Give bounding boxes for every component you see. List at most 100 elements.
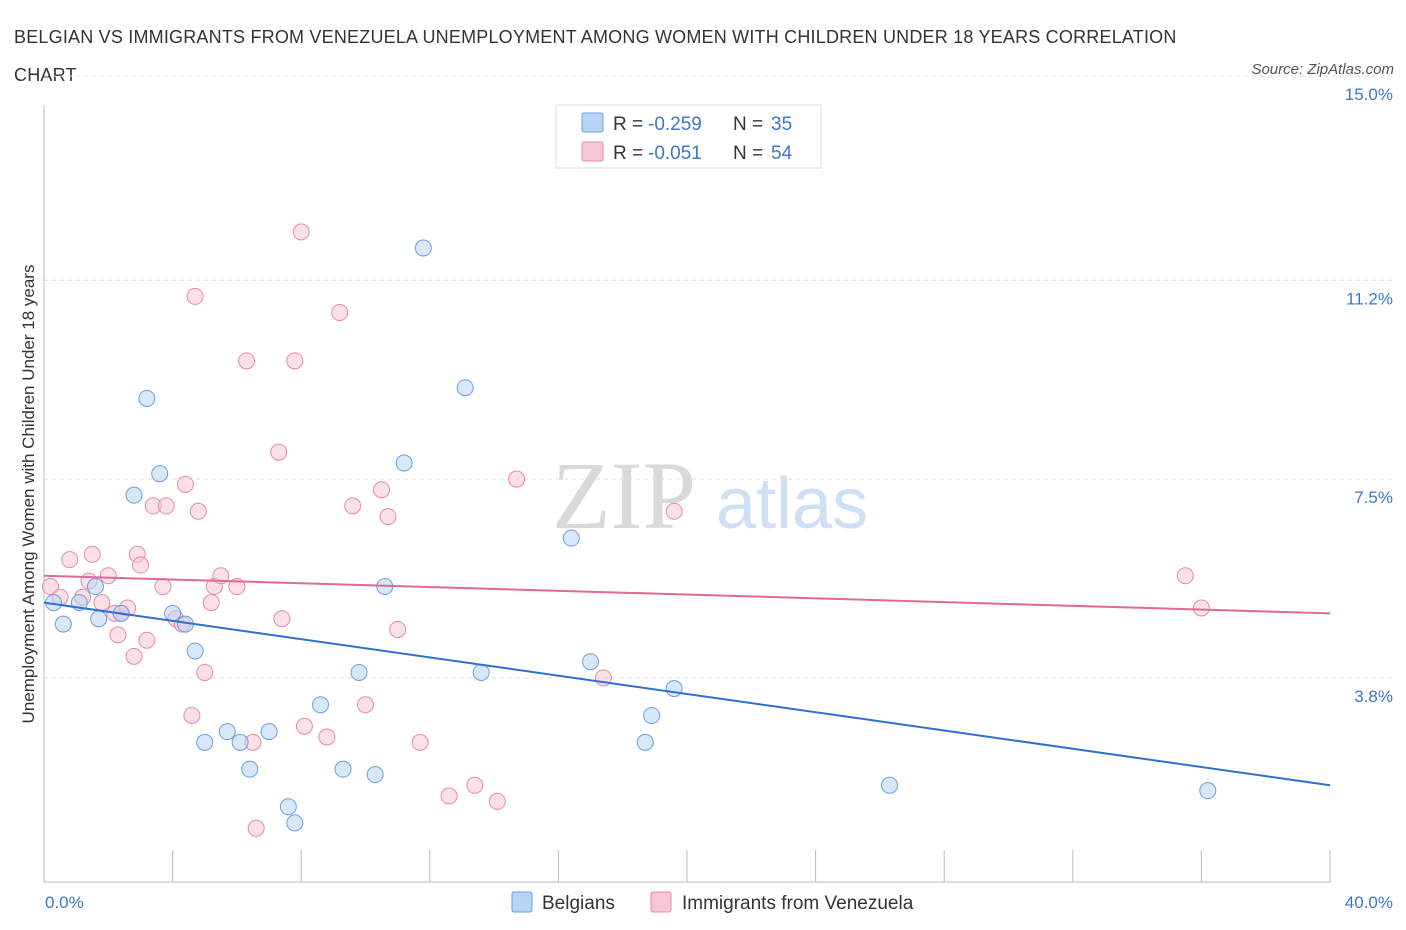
venezuela-point: [157, 497, 175, 515]
venezuela-point: [357, 696, 374, 714]
belgians-point: [456, 379, 474, 397]
venezuela-points: [41, 223, 1210, 837]
y-tick-label: 3.8%: [1354, 687, 1393, 706]
y-tick-label: 11.2%: [1346, 289, 1393, 308]
belgians-bottom-swatch: [511, 891, 533, 913]
gridlines: [44, 75, 1392, 679]
venezuela-point: [238, 352, 256, 370]
y-tick-label: 7.5%: [1354, 488, 1393, 507]
chart-title: BELGIAN VS IMMIGRANTS FROM VENEZUELA UNE…: [14, 27, 1177, 85]
belgians-point: [196, 733, 214, 751]
venezuela-point: [109, 626, 127, 644]
venezuela-point: [373, 481, 391, 499]
venezuela-point: [93, 594, 111, 612]
belgians-point: [231, 733, 249, 751]
venezuela-n-value: 54: [771, 143, 793, 164]
belgians-point: [643, 706, 661, 724]
belgians-r-value: -0.259: [648, 114, 702, 135]
belgians-point: [260, 723, 278, 741]
belgians-point: [334, 760, 352, 778]
venezuela-point: [41, 578, 59, 596]
venezuela-point: [1192, 599, 1210, 617]
belgians-points: [45, 239, 1217, 832]
belgians-point: [881, 776, 899, 794]
belgians-legend-label: Belgians: [542, 893, 615, 914]
venezuela-point: [186, 287, 204, 305]
watermark-atlas: atlas: [716, 464, 868, 544]
venezuela-point: [389, 620, 407, 638]
venezuela-point: [125, 647, 143, 665]
belgians-point: [54, 615, 72, 633]
venezuela-point: [273, 610, 291, 628]
venezuela-point: [665, 502, 683, 520]
belgians-point: [286, 814, 304, 832]
venezuela-point: [154, 578, 172, 596]
belgians-point: [186, 642, 204, 660]
belgians-point: [665, 680, 683, 698]
venezuela-point: [61, 551, 79, 569]
belgians-point: [138, 389, 156, 407]
venezuela-point: [176, 475, 194, 493]
belgians-point: [90, 610, 108, 628]
venezuela-legend-label: Immigrants from Venezuela: [682, 893, 914, 914]
venezuela-n-label: N =: [733, 143, 763, 164]
belgians-point: [241, 760, 259, 778]
y-axis-title: Unemployment Among Women with Children U…: [19, 265, 38, 724]
x-tick-label-max: 40.0%: [1345, 893, 1393, 912]
venezuela-point: [379, 508, 397, 526]
belgians-legend-swatch: [581, 112, 604, 133]
venezuela-point: [1176, 567, 1194, 585]
y-tick-label: 15.0%: [1345, 85, 1393, 104]
venezuela-point: [466, 776, 484, 794]
venezuela-point: [318, 728, 336, 746]
belgians-r-label: R =: [613, 114, 643, 135]
venezuela-r-label: R =: [613, 143, 643, 164]
belgians-point: [151, 465, 169, 483]
belgians-point: [414, 239, 432, 257]
venezuela-point: [270, 443, 288, 461]
venezuela-point: [292, 223, 310, 241]
venezuela-point: [196, 663, 214, 681]
belgians-point: [125, 486, 143, 504]
belgians-point: [1199, 782, 1217, 800]
venezuela-point: [247, 819, 265, 837]
venezuela-point: [295, 717, 313, 735]
y-tick-labels: 3.8% 7.5% 11.2% 15.0%: [1345, 85, 1393, 706]
venezuela-point: [131, 556, 149, 574]
venezuela-point: [344, 497, 362, 515]
venezuela-point: [411, 733, 429, 751]
source-label: Source: ZipAtlas.com: [1251, 61, 1394, 78]
venezuela-point: [99, 567, 117, 585]
x-tick-label-min: 0.0%: [45, 893, 84, 912]
belgians-point: [472, 663, 490, 681]
venezuela-point: [440, 787, 458, 805]
belgians-point: [366, 766, 384, 784]
belgians-point: [582, 653, 600, 671]
venezuela-point: [286, 352, 304, 370]
belgians-point: [218, 723, 236, 741]
venezuela-point: [331, 304, 349, 322]
series-legend: Belgians Immigrants from Venezuela: [511, 891, 914, 914]
belgians-n-value: 35: [771, 114, 792, 135]
belgians-point: [395, 454, 413, 472]
venezuela-point: [488, 792, 506, 810]
venezuela-legend-swatch: [581, 141, 604, 162]
venezuela-point: [138, 631, 156, 649]
belgians-point: [636, 733, 654, 751]
belgians-n-label: N =: [733, 114, 763, 135]
x-axis-ticks: [172, 850, 1331, 882]
belgians-point: [279, 798, 297, 816]
belgians-trend-line: [43, 601, 1331, 787]
venezuela-point: [508, 470, 526, 488]
venezuela-trend-line: [43, 574, 1331, 615]
belgians-point: [86, 578, 104, 596]
stats-legend: R = -0.259 N = 35 R = -0.051 N = 54: [555, 104, 822, 169]
venezuela-point: [189, 502, 207, 520]
belgians-point: [562, 529, 580, 547]
venezuela-point: [202, 594, 220, 612]
belgians-point: [164, 604, 182, 622]
venezuela-r-value: -0.051: [648, 143, 702, 164]
venezuela-point: [212, 567, 230, 585]
venezuela-point: [83, 545, 101, 563]
